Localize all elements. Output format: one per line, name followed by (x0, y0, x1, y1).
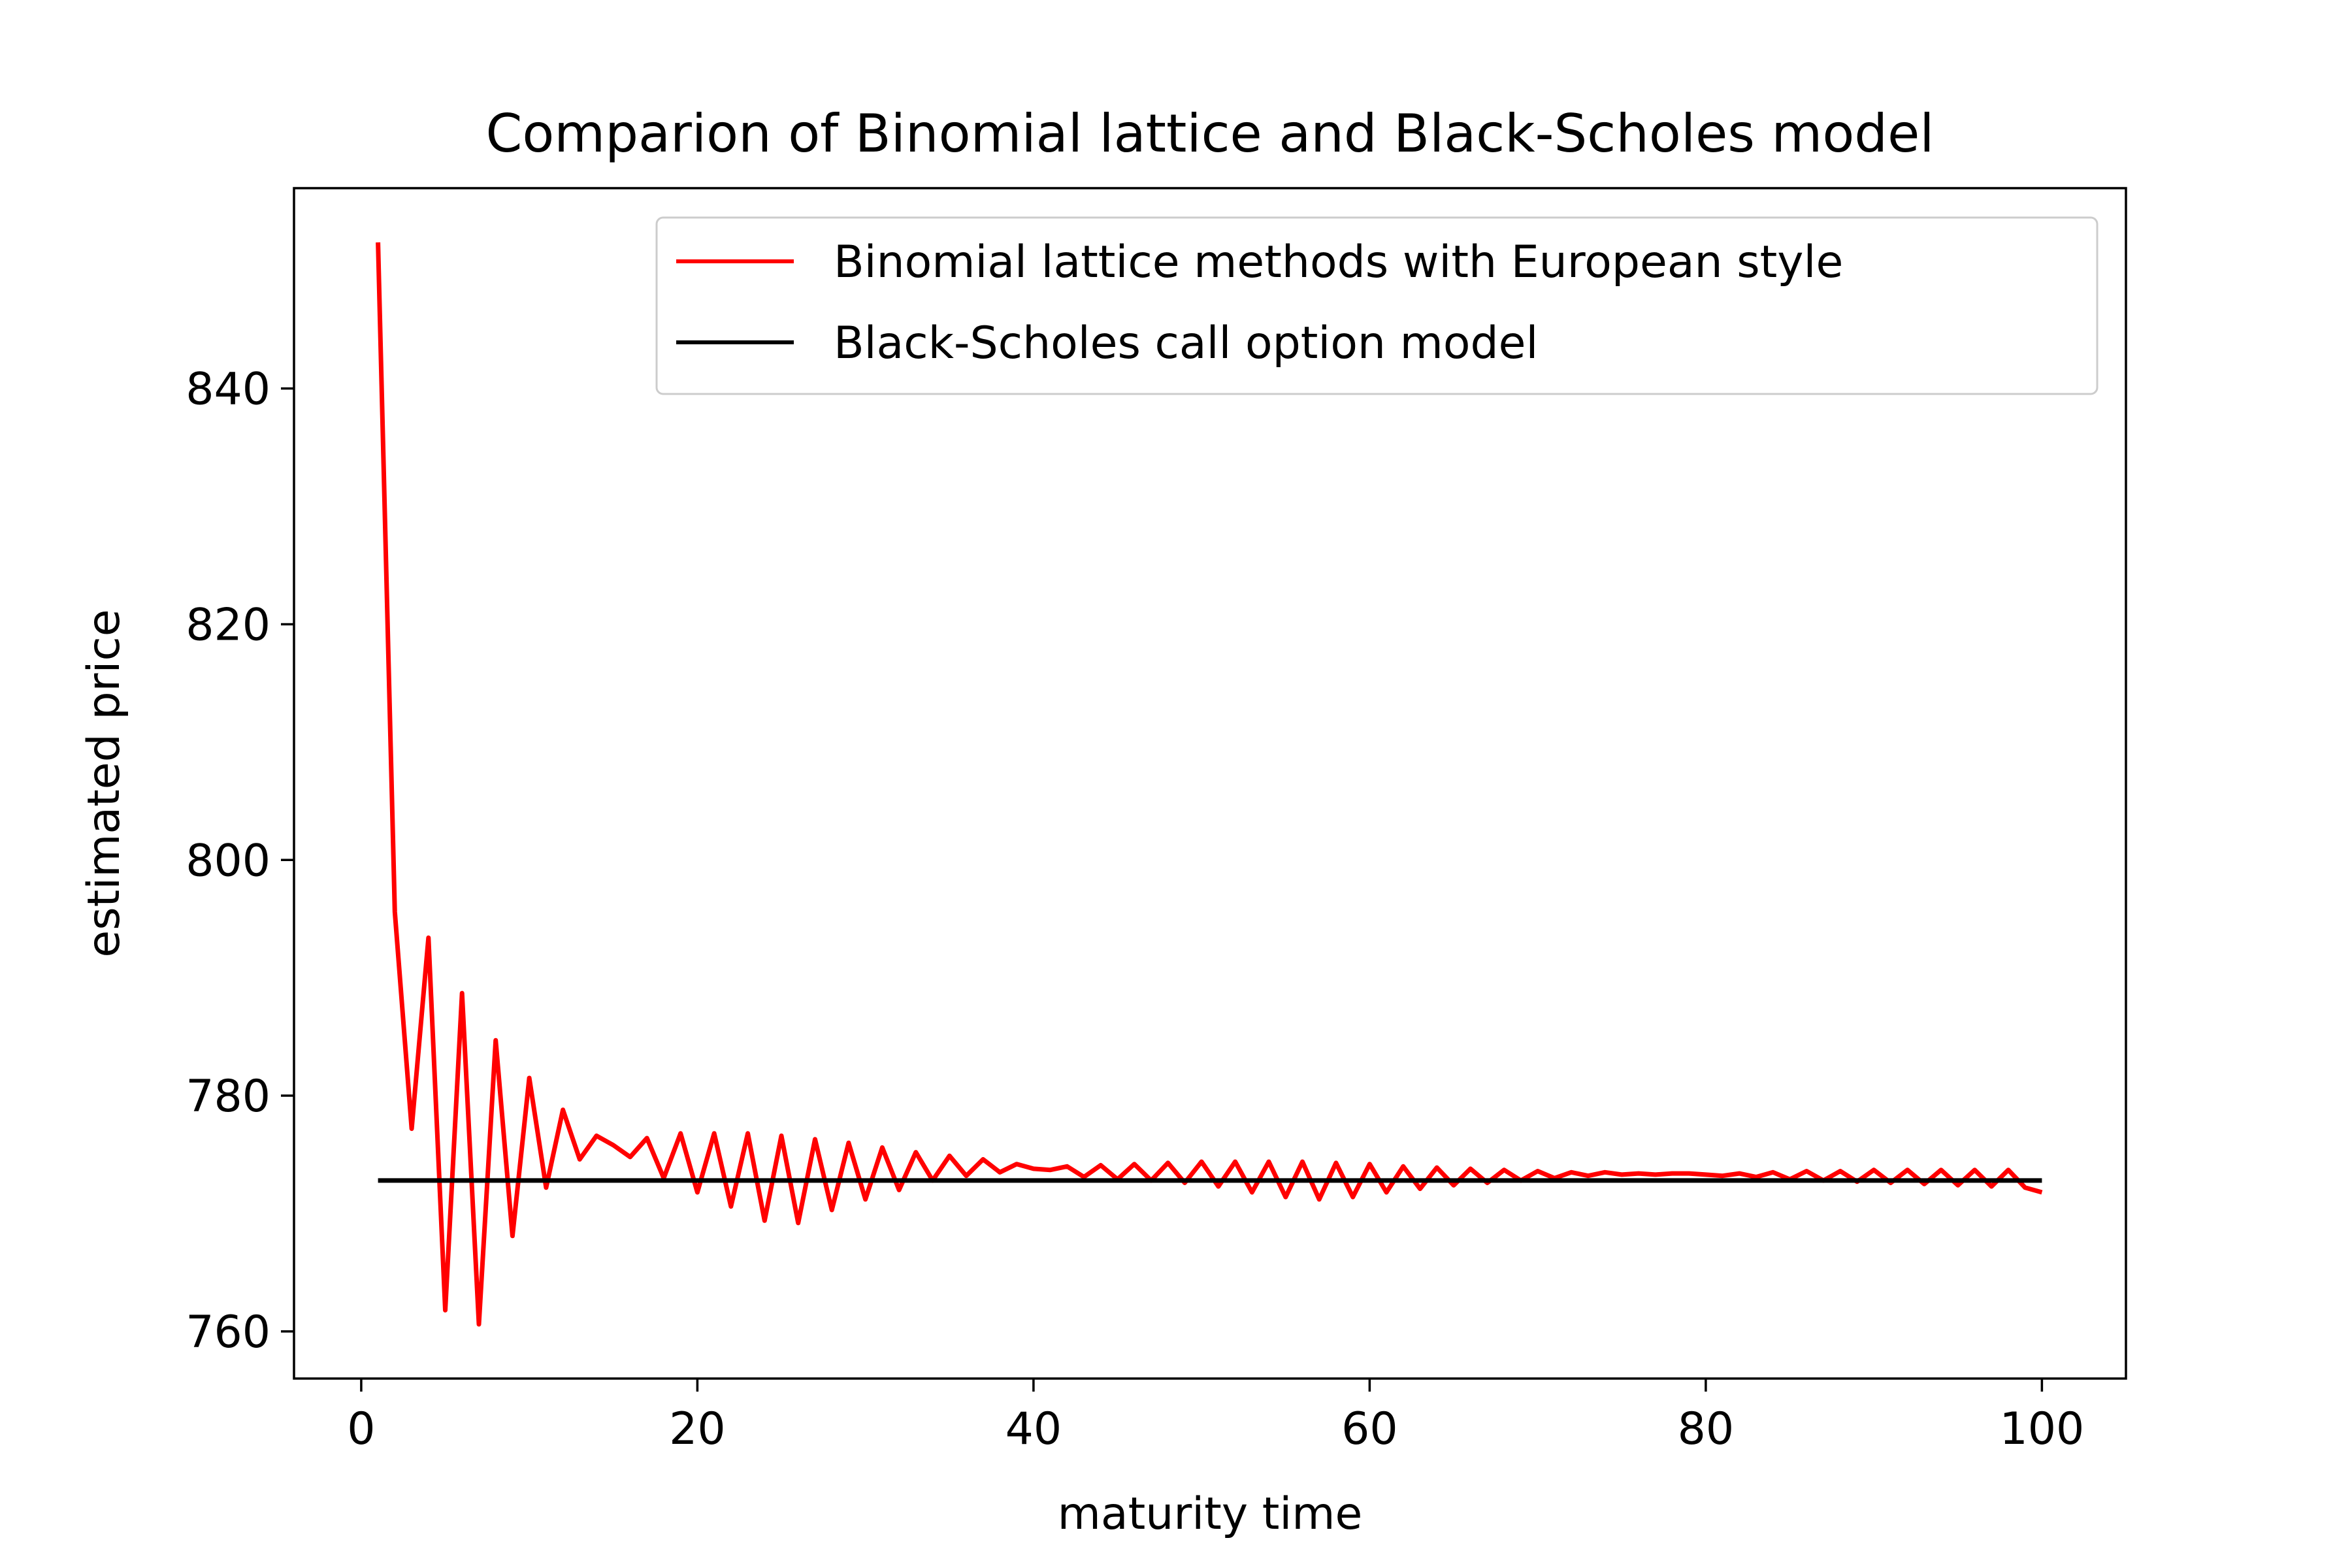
y-axis: 760 780 800 820 840 (186, 364, 294, 1358)
x-tick-label: 40 (1005, 1403, 1062, 1455)
y-tick-label: 840 (186, 364, 270, 416)
legend: Binomial lattice methods with European s… (655, 216, 2099, 395)
y-tick-label: 800 (186, 835, 270, 887)
chart-title: Comparion of Binomial lattice and Black-… (485, 103, 1934, 164)
y-tick-label: 760 (186, 1307, 270, 1358)
legend-label-black-scholes: Black-Scholes call option model (834, 318, 1538, 369)
legend-frame (655, 216, 2099, 395)
y-tick-label: 780 (186, 1071, 270, 1122)
x-tick-label: 0 (347, 1403, 375, 1455)
plot-frame (293, 187, 2127, 1380)
x-axis: 0 20 40 60 80 100 (347, 1379, 2084, 1455)
x-tick-label: 20 (669, 1403, 726, 1455)
binomial-series-line (376, 242, 2043, 1327)
x-tick-label: 100 (1999, 1403, 2084, 1455)
legend-label-binomial: Binomial lattice methods with European s… (834, 237, 1843, 288)
x-tick-label: 80 (1678, 1403, 1735, 1455)
y-tick-label: 820 (186, 599, 270, 651)
x-axis-label: maturity time (1058, 1488, 1363, 1540)
y-axis-label: estimated price (78, 609, 130, 957)
series-layer (376, 242, 2043, 1327)
x-tick-label: 60 (1341, 1403, 1398, 1455)
